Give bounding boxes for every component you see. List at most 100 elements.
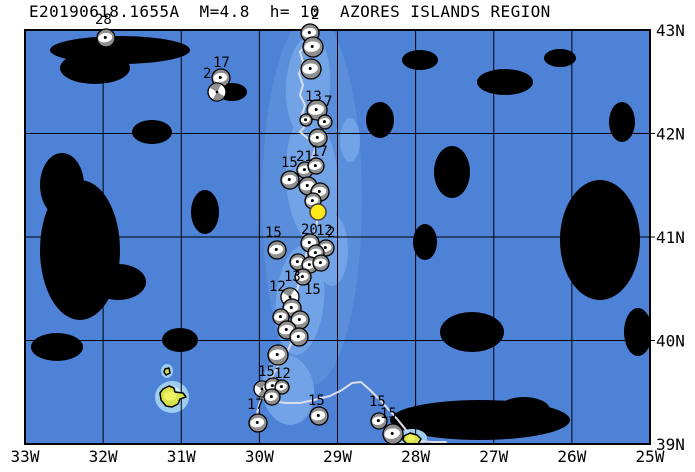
x-tick-label: 25W	[636, 447, 665, 466]
ball-quadrant	[209, 83, 222, 92]
events-layer	[96, 23, 404, 445]
focal-mechanism	[277, 320, 297, 340]
y-tick-label: 42N	[656, 125, 685, 144]
event-day-label: 12	[274, 366, 291, 382]
ball-center-dot	[310, 199, 314, 203]
ball-center-dot	[275, 353, 279, 356]
bathy-patch	[624, 308, 650, 356]
event-day-label: 20	[301, 222, 318, 238]
x-tick-label: 29W	[323, 447, 352, 466]
island-corvo	[163, 367, 171, 376]
map-border	[24, 29, 651, 445]
bathy-patch	[31, 333, 83, 361]
ball-center-dot	[305, 184, 309, 188]
ball-center-dot	[304, 118, 308, 122]
event-day-label: 15	[304, 282, 321, 298]
ball-center-dot	[323, 246, 327, 250]
focal-mechanism	[317, 114, 333, 130]
focal-mechanism	[307, 157, 325, 175]
y-axis-labels: 43N 42N 41N 40N 39N	[656, 21, 685, 454]
event-day-label: 13	[284, 269, 301, 285]
event-day-label: 17	[311, 144, 328, 160]
x-tick-label: 30W	[245, 447, 274, 466]
bathy-patch	[609, 102, 635, 142]
ball-center-dot	[269, 395, 273, 399]
x-axis-labels: 33W 32W 31W 30W 29W 28W 27W 26W 25W	[11, 447, 665, 466]
focal-mechanism	[312, 254, 330, 272]
ball-center-dot	[289, 306, 293, 310]
ball-center-dot	[307, 263, 311, 267]
event-day-label: 2	[327, 225, 335, 241]
ball-center-dot	[215, 90, 219, 94]
x-tick-label: 31W	[167, 447, 196, 466]
event-day-label: 13	[305, 89, 322, 105]
ball-center-dot	[307, 31, 311, 35]
bathy-patch	[413, 224, 437, 260]
event-day-label: 21	[296, 149, 313, 165]
ball-center-dot	[295, 260, 299, 264]
ball-center-dot	[308, 67, 312, 70]
focal-mechanism	[302, 36, 324, 58]
ball-center-dot	[302, 168, 306, 172]
focal-mechanism	[299, 113, 313, 127]
ball-center-dot	[313, 251, 317, 255]
islands-layer	[159, 367, 422, 444]
event-day-label: 15	[380, 406, 397, 422]
ball-center-dot	[390, 432, 394, 435]
x-tick-label: 33W	[11, 447, 40, 466]
ball-center-dot	[274, 248, 278, 252]
bathy-patch	[191, 190, 219, 234]
x-tick-label: 26W	[557, 447, 586, 466]
focal-mechanism	[207, 82, 227, 102]
ball-center-dot	[317, 190, 321, 194]
ball-center-dot	[278, 315, 282, 319]
focal-mechanism	[267, 240, 287, 260]
plot-title: E20190618.1655A M=4.8 h= 10 AZORES ISLAN…	[29, 2, 551, 21]
bathy-patch	[340, 118, 360, 162]
bathy-patch	[402, 50, 438, 70]
ball-center-dot	[314, 108, 318, 111]
ball-quadrant	[255, 381, 266, 389]
event-day-label: 28	[95, 12, 112, 28]
ball-center-dot	[218, 76, 222, 80]
ball-quadrant	[212, 92, 225, 101]
event-day-label: 15	[308, 393, 325, 409]
event-day-label: 17	[247, 397, 264, 413]
bathy-patch	[544, 49, 576, 67]
focal-mechanism	[382, 423, 404, 445]
focal-mechanism	[300, 58, 322, 80]
focal-mechanism	[280, 170, 300, 190]
focal-mechanism	[96, 28, 116, 48]
bathy-patch	[132, 120, 172, 144]
bathy-patch	[60, 52, 130, 84]
focal-mechanism	[263, 388, 281, 406]
ball-center-dot	[300, 275, 304, 279]
event-day-label: 15	[258, 364, 275, 380]
ball-center-dot	[307, 241, 311, 245]
ball-center-dot	[316, 414, 320, 418]
ball-center-dot	[103, 36, 107, 40]
bathy-patch	[498, 397, 550, 423]
event-day-label: 15	[265, 225, 282, 241]
focal-mechanism	[294, 268, 312, 286]
focal-mechanism	[370, 412, 388, 430]
event-day-label: 7	[324, 94, 332, 110]
ball-center-dot	[318, 261, 322, 265]
x-tick-label: 32W	[89, 447, 118, 466]
bathy-patch	[477, 69, 533, 95]
main-event-marker	[309, 203, 327, 221]
focal-mechanism	[290, 310, 310, 330]
focal-mechanism	[248, 413, 268, 433]
focal-mechanism	[289, 327, 309, 347]
bathy-patch	[434, 146, 470, 198]
focal-mechanism	[308, 128, 328, 148]
bathy-patch	[574, 218, 610, 286]
x-tick-label: 27W	[479, 447, 508, 466]
event-day-label: 12	[269, 279, 286, 295]
ball-center-dot	[287, 178, 291, 182]
ball-center-dot	[260, 387, 264, 391]
ball-center-dot	[255, 421, 259, 425]
focal-mechanism	[267, 344, 289, 366]
